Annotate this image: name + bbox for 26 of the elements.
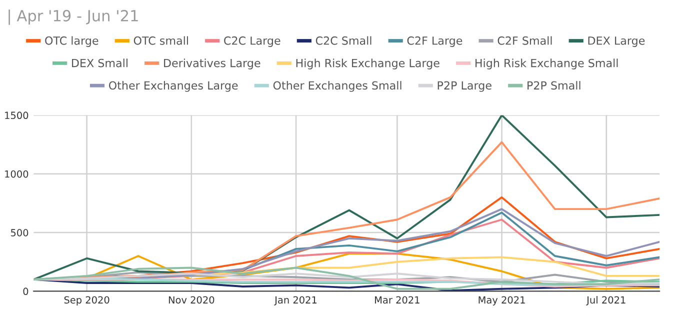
x-tick-label: Mar 2021	[375, 296, 420, 304]
y-tick-label: 500	[10, 229, 28, 236]
legend-label: C2C Small	[316, 36, 372, 45]
x-tick-label: Nov 2020	[168, 296, 214, 304]
y-tick-label: 1000	[5, 170, 28, 178]
legend-label: DEX Small	[72, 58, 128, 68]
legend-label: C2F Large	[407, 36, 462, 47]
legend-label: Other Exchanges Large	[108, 81, 238, 92]
legend-label: OTC large	[45, 36, 98, 47]
x-tick-label: Jan 2021	[274, 296, 317, 306]
y-tick-label: 1500	[5, 112, 28, 120]
x-tick-label: May 2021	[478, 296, 525, 306]
y-tick-label: 0	[23, 288, 28, 296]
legend-label: C2C Large	[224, 36, 280, 47]
legend-label: High Risk Exchange Large	[296, 58, 440, 70]
legend-label: OTC small	[134, 36, 188, 45]
x-tick-label: Sep 2020	[64, 296, 110, 306]
legend-label: C2F Small	[498, 36, 552, 45]
chart-title: | Apr '19 - Jun '21	[8, 10, 138, 25]
legend-label: Derivatives Large	[164, 58, 260, 70]
legend-label: P2P Large	[438, 81, 492, 92]
x-tick-label: Jul 2021	[586, 296, 626, 306]
legend-label: P2P Small	[528, 81, 580, 90]
legend-label: High Risk Exchange Small	[476, 58, 618, 70]
legend-label: DEX Large	[588, 36, 645, 47]
legend-label: Other Exchanges Small	[273, 81, 402, 92]
